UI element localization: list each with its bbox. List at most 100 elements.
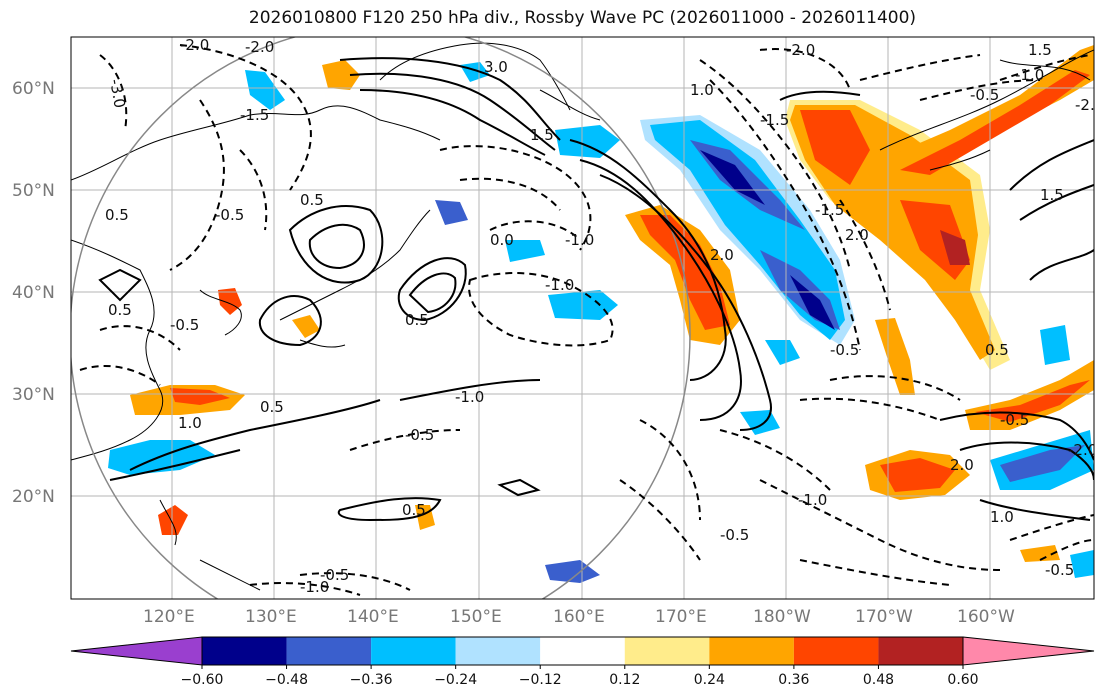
contour-label: -1.5: [760, 111, 789, 129]
neg-fill-155b: [555, 125, 620, 158]
contour-label: 0.5: [108, 301, 132, 319]
contour-label: -1.0: [798, 491, 827, 509]
neg-fill-west: [108, 440, 215, 475]
colorbar-tick-label: 0.24: [694, 672, 725, 688]
lon-label: 130°E: [245, 607, 297, 627]
contour-label: -2.0: [786, 41, 815, 59]
pos-fill-sw2: [1020, 545, 1060, 562]
pos-fill-ne-dark: [940, 230, 970, 265]
contour-label: -0.5: [720, 526, 749, 544]
pos-fill-top-red: [900, 70, 1090, 175]
colorbar-bin: [455, 637, 541, 665]
contour-label: -2.0: [1068, 441, 1097, 459]
contour-label: 1.5: [1040, 186, 1064, 204]
contour-label: -0.5: [1045, 561, 1074, 579]
lon-label: 180°W: [753, 607, 811, 627]
contour-label: -1.0: [1015, 66, 1044, 84]
colorbar-tick-label: 0.60: [947, 672, 978, 688]
radius-circle: [71, 37, 691, 599]
pos-fill-taiwan: [158, 505, 188, 535]
lon-labels: 120°E 130°E 140°E 150°E 160°E 170°E 180°…: [143, 607, 1015, 627]
colorbar-tick-label: −0.36: [350, 672, 393, 688]
colorbar-bin: [286, 637, 372, 665]
contour-label: -1.0: [565, 231, 594, 249]
pos-fill-jp: [322, 60, 360, 90]
neg-fill-navy2: [790, 275, 835, 330]
pos-fill-ne-red: [800, 110, 870, 185]
coastlines: [71, 42, 1094, 591]
contour-label: 0.5: [405, 311, 429, 329]
lat-label: 30°N: [12, 385, 55, 405]
lon-label: 150°E: [450, 607, 502, 627]
contour-label: -1.5: [240, 106, 269, 124]
contour-label: -1.0: [300, 578, 329, 596]
contour-label: -1.5: [815, 201, 844, 219]
contour-label: 1.0: [690, 81, 714, 99]
contour-label: -1.0: [545, 276, 574, 294]
lat-label: 20°N: [12, 487, 55, 507]
contour-label: -0.5: [970, 86, 999, 104]
colorbar-bin: [624, 637, 710, 665]
contour-label: 0.5: [105, 206, 129, 224]
contour-label: -2.0: [180, 36, 209, 54]
colorbar-extend-low: [70, 636, 203, 666]
colorbar-bin: [878, 637, 963, 665]
colorbar-tick-label: −0.60: [181, 672, 224, 688]
neg-fill-se-corner: [1070, 550, 1094, 578]
contour-label: -0.5: [830, 341, 859, 359]
pos-fill-175: [875, 318, 915, 395]
contour-label: -2.0: [1075, 96, 1104, 114]
contour-label: 0.5: [985, 341, 1009, 359]
neg-fill-jp: [245, 70, 285, 110]
contour-label: -2.0: [245, 38, 274, 56]
contour-label: -0.5: [215, 206, 244, 224]
lon-label: 140°E: [347, 607, 399, 627]
neg-fill-150: [435, 200, 468, 225]
grid-lines: [71, 37, 1094, 599]
colorbar-bin: [202, 637, 287, 665]
colorbar: −0.60 −0.48 −0.36 −0.24 −0.12 0.12 0.24 0.36 0.4…: [70, 636, 1095, 688]
lat-label: 40°N: [12, 283, 55, 303]
contour-label: 1.0: [178, 414, 202, 432]
contour-label: 0.5: [260, 398, 284, 416]
lat-labels: 60°N 50°N 40°N 30°N 20°N: [12, 79, 55, 507]
colorbar-tick-label: 0.36: [778, 672, 809, 688]
pos-fill-jp2: [292, 315, 320, 338]
contour-label: -1.0: [455, 388, 484, 406]
contour-label: 2.0: [710, 246, 734, 264]
pos-fill-east-red: [975, 380, 1090, 422]
colorbar-outline: [201, 636, 964, 666]
contour-label: 0.0: [490, 231, 514, 249]
contour-label: -0.5: [320, 566, 349, 584]
map-border: [70, 36, 1095, 600]
lon-label: 170°E: [655, 607, 707, 627]
divergence-shading: [108, 45, 1094, 583]
contour-labels: -2.0 -2.0 -3.0 3.0 -2.0 1.5 -1.0 -0.5 -1…: [105, 36, 1104, 596]
contours-solid: [98, 57, 1094, 522]
contour-label: 1.0: [990, 508, 1014, 526]
colorbar-bin: [709, 637, 794, 665]
colorbar-bin: [793, 637, 879, 665]
colorbar-tick-label: −0.24: [434, 672, 477, 688]
contour-label: -0.5: [1000, 411, 1029, 429]
lon-label: 170°W: [855, 607, 913, 627]
contour-label: 1.5: [530, 126, 554, 144]
contour-label: -3.0: [106, 78, 129, 110]
colorbar-tick-label: −0.48: [265, 672, 308, 688]
colorbar-bin: [540, 637, 625, 665]
pos-fill-west-red: [170, 388, 230, 405]
contour-label: 0.5: [402, 501, 426, 519]
colorbar-bin: [371, 637, 456, 665]
pos-fill-se-red: [880, 458, 955, 492]
contours-dashed: [79, 44, 1094, 596]
colorbar-extend-high: [962, 636, 1095, 666]
neg-fill-navy1: [700, 150, 765, 205]
pos-fill-170e-red: [640, 215, 730, 330]
contour-label: 2.0: [950, 456, 974, 474]
neg-fill-175: [765, 340, 800, 365]
contour-label: 3.0: [484, 58, 508, 76]
neg-fill-ne-corner: [1040, 325, 1070, 365]
contour-label: 1.5: [1028, 41, 1052, 59]
lon-label: 120°E: [143, 607, 195, 627]
